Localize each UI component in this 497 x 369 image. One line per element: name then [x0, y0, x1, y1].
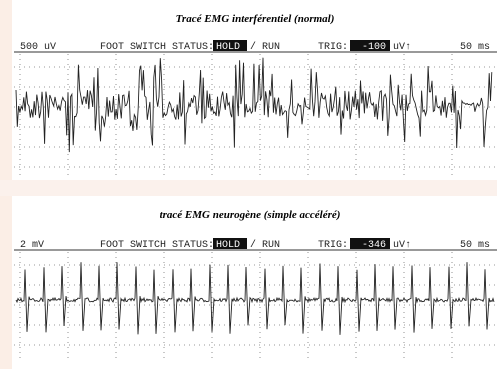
scale-label: 2 mV — [20, 240, 44, 251]
trig-label: TRIG: — [318, 240, 348, 251]
trig-value: -346 — [362, 240, 386, 251]
panel: 500 uV FOOT SWITCH STATUS:HOLD / RUN TRIG: -… — [14, 40, 497, 178]
time-label: 50 ms — [460, 42, 490, 53]
run-label: / RUN — [250, 41, 280, 53]
hold-label: HOLD — [216, 240, 240, 251]
separator-band — [0, 180, 497, 196]
status-label: FOOT SWITCH STATUS: — [100, 42, 214, 53]
run-label: / RUN — [250, 239, 280, 251]
time-label: 50 ms — [460, 240, 490, 251]
caption: Tracé EMG interférentiel (normal) — [176, 13, 335, 25]
trig-unit: uV↑ — [393, 240, 411, 251]
trig-unit: uV↑ — [393, 42, 411, 53]
scale-label: 500 uV — [20, 42, 56, 53]
status-label: FOOT SWITCH STATUS: — [100, 240, 214, 251]
hold-label: HOLD — [216, 42, 240, 53]
panel: 2 mV FOOT SWITCH STATUS:HOLD / RUN TRIG: -34… — [14, 238, 497, 362]
caption: tracé EMG neurogène (simple accéléré) — [160, 209, 341, 221]
trig-value: -100 — [362, 42, 386, 53]
trig-label: TRIG: — [318, 42, 348, 53]
figure: Tracé EMG interférentiel (normal) tracé … — [0, 0, 497, 369]
page: Tracé EMG interférentiel (normal) tracé … — [0, 0, 497, 369]
